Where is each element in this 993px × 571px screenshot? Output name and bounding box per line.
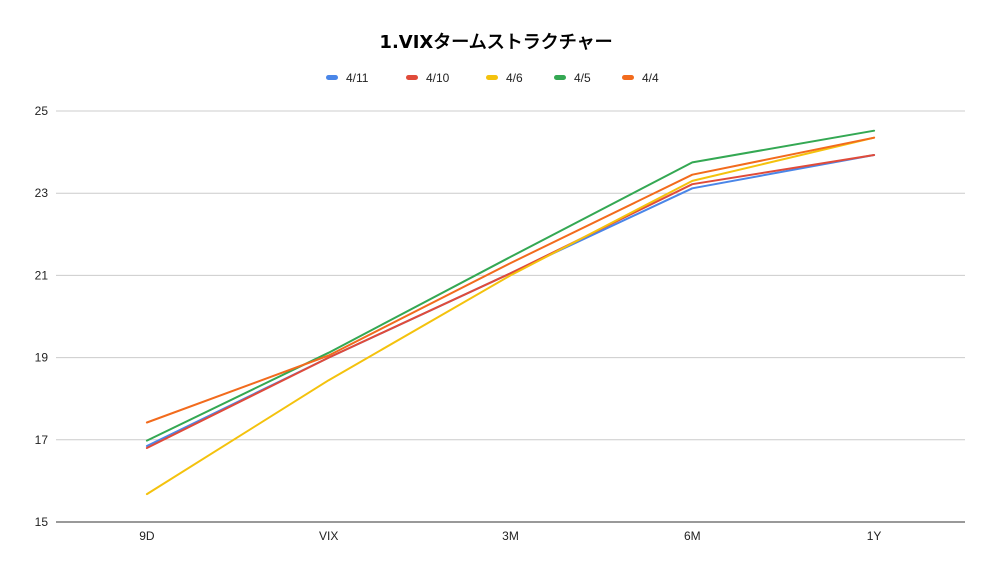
- x-tick-label: 9D: [139, 529, 155, 543]
- series-lines: [145, 129, 876, 496]
- y-tick-label: 15: [35, 515, 49, 529]
- y-tick-label: 17: [35, 433, 49, 447]
- y-tick-label: 25: [35, 104, 49, 118]
- y-tick-label: 21: [35, 268, 49, 282]
- legend-label-4/11: 4/11: [346, 71, 369, 85]
- legend: 4/11 4/10 4/6 4/5 4/4: [326, 71, 659, 85]
- legend-swatch-4/11: [326, 75, 338, 80]
- legend-swatch-4/6: [486, 75, 498, 80]
- x-tick-label: VIX: [319, 529, 338, 543]
- y-axis-ticks: 15 17 19 21 23 25: [35, 104, 49, 529]
- series-line-4/6: [145, 136, 876, 496]
- chart-title: 1.VIXタームストラクチャー: [379, 32, 612, 53]
- series-line-4/4: [145, 136, 876, 424]
- x-tick-label: 1Y: [867, 529, 882, 543]
- x-tick-label: 6M: [684, 529, 701, 543]
- legend-label-4/4: 4/4: [642, 71, 659, 85]
- legend-swatch-4/10: [406, 75, 418, 80]
- x-tick-label: 3M: [502, 529, 519, 543]
- y-tick-label: 19: [35, 351, 49, 365]
- series-line-4/10: [145, 154, 876, 449]
- legend-swatch-4/4: [622, 75, 634, 80]
- legend-label-4/6: 4/6: [506, 71, 523, 85]
- series-line-4/5: [145, 129, 876, 442]
- y-tick-label: 23: [35, 186, 49, 200]
- legend-swatch-4/5: [554, 75, 566, 80]
- series-line-4/11: [145, 154, 876, 447]
- x-axis-ticks: 9D VIX 3M 6M 1Y: [139, 529, 881, 543]
- gridlines: [56, 110, 965, 523]
- legend-label-4/5: 4/5: [574, 71, 591, 85]
- legend-label-4/10: 4/10: [426, 71, 450, 85]
